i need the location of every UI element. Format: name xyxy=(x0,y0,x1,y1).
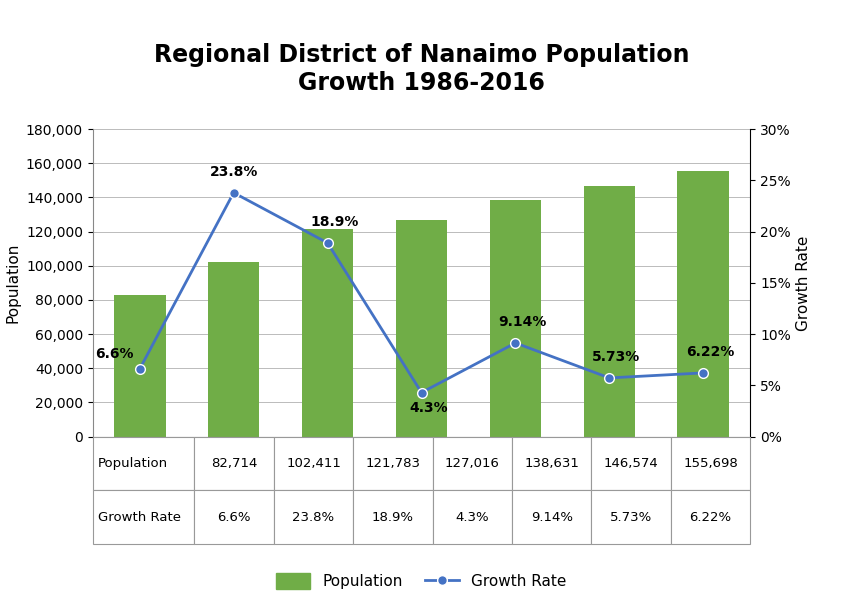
Text: 4.3%: 4.3% xyxy=(409,401,448,415)
Text: Regional District of Nanaimo Population
Growth 1986-2016: Regional District of Nanaimo Population … xyxy=(153,43,690,95)
Text: 6.22%: 6.22% xyxy=(686,345,734,359)
Text: 23.8%: 23.8% xyxy=(209,165,258,179)
Text: 6.6%: 6.6% xyxy=(95,347,134,360)
Y-axis label: Population: Population xyxy=(5,243,20,323)
Text: 9.14%: 9.14% xyxy=(498,315,546,329)
Text: 5.73%: 5.73% xyxy=(592,350,641,364)
Bar xyxy=(302,229,353,437)
Bar xyxy=(395,220,448,437)
Bar xyxy=(678,171,729,437)
Text: 18.9%: 18.9% xyxy=(310,215,359,229)
Legend: Population, Growth Rate: Population, Growth Rate xyxy=(277,573,566,589)
Y-axis label: Growth Rate: Growth Rate xyxy=(797,235,811,331)
Bar xyxy=(114,295,165,437)
Bar xyxy=(490,200,541,437)
Bar xyxy=(583,186,636,437)
Bar xyxy=(208,262,260,437)
